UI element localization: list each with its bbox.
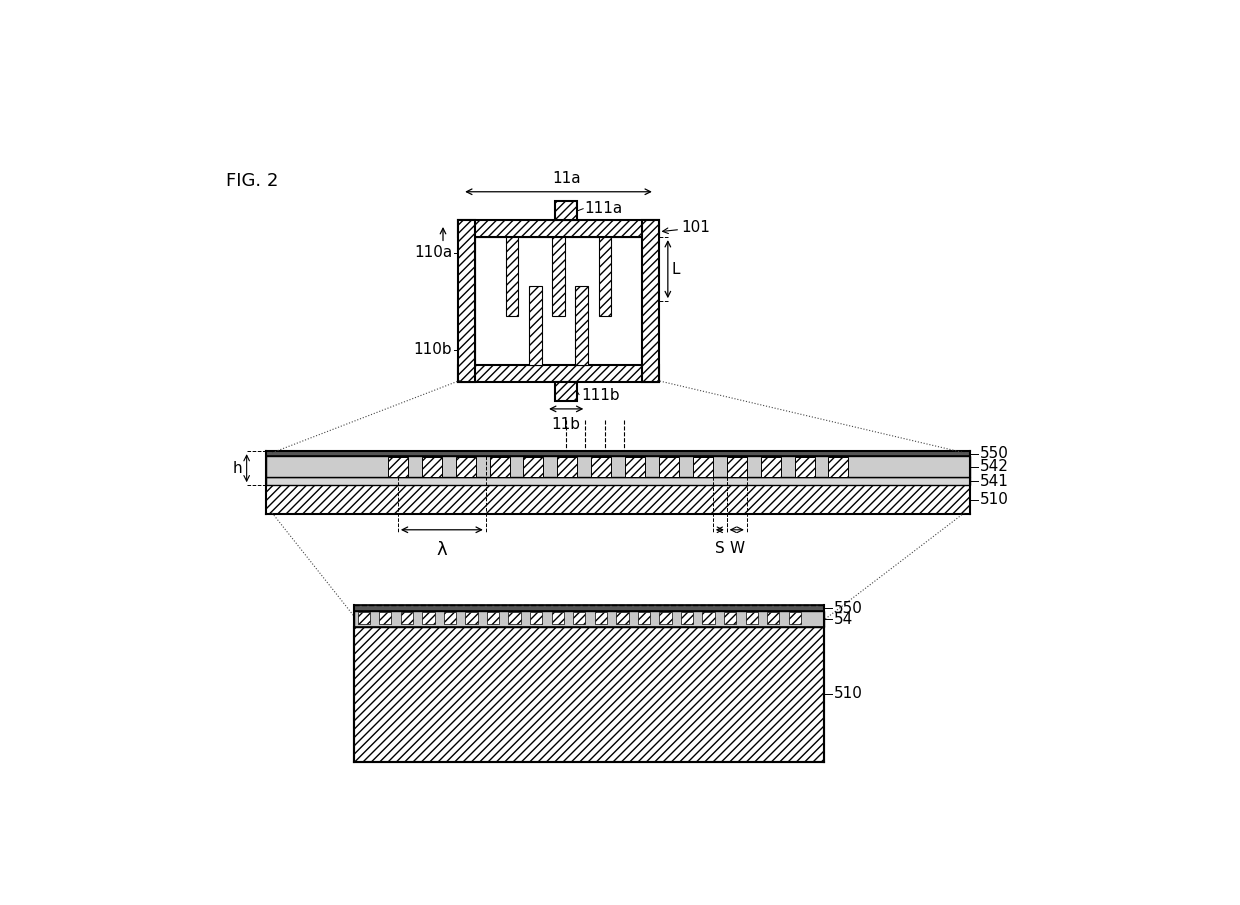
Bar <box>591 457 611 477</box>
Bar <box>595 612 608 624</box>
Bar <box>357 612 370 624</box>
Bar <box>556 382 577 401</box>
Bar <box>265 456 971 478</box>
Bar <box>795 457 815 477</box>
Bar <box>768 612 780 624</box>
Bar <box>379 612 392 624</box>
Bar <box>616 612 629 624</box>
Bar <box>552 237 564 317</box>
Bar <box>508 612 521 624</box>
Text: 11b: 11b <box>552 416 580 432</box>
Bar <box>422 457 441 477</box>
Bar <box>422 612 434 624</box>
Bar <box>745 612 758 624</box>
Bar <box>265 452 971 456</box>
Text: 111b: 111b <box>580 387 620 403</box>
Bar <box>789 612 801 624</box>
Bar <box>703 612 714 624</box>
Bar <box>658 457 680 477</box>
Text: S: S <box>715 540 724 556</box>
Bar <box>641 220 658 382</box>
Text: W: W <box>729 540 744 556</box>
Text: 510: 510 <box>980 492 1008 508</box>
Bar <box>456 457 476 477</box>
Bar <box>475 237 641 365</box>
Bar <box>529 286 542 365</box>
Bar <box>575 286 588 365</box>
Bar <box>265 485 971 514</box>
Text: 101: 101 <box>682 221 711 235</box>
Bar <box>490 457 510 477</box>
Text: λ: λ <box>436 540 448 558</box>
Bar <box>523 457 543 477</box>
Text: 550: 550 <box>833 601 862 615</box>
Bar <box>355 605 825 612</box>
Bar <box>529 612 542 624</box>
Bar <box>506 237 518 317</box>
Bar <box>693 457 713 477</box>
Bar <box>660 612 672 624</box>
Bar <box>388 457 408 477</box>
Text: 550: 550 <box>980 446 1008 461</box>
Bar <box>727 457 746 477</box>
Text: h: h <box>232 461 242 476</box>
Bar <box>355 612 825 627</box>
Bar <box>724 612 737 624</box>
Bar <box>465 612 477 624</box>
Bar <box>828 457 848 477</box>
Bar <box>459 220 475 382</box>
Text: 111a: 111a <box>585 201 622 216</box>
Text: 510: 510 <box>833 686 862 701</box>
Bar <box>355 627 825 762</box>
Text: 11a: 11a <box>552 171 580 186</box>
Bar <box>573 612 585 624</box>
Bar <box>557 457 578 477</box>
Bar <box>401 612 413 624</box>
Bar <box>637 612 650 624</box>
Text: L: L <box>672 262 681 277</box>
Bar <box>599 237 611 317</box>
Text: FIG. 2: FIG. 2 <box>226 172 278 190</box>
Bar <box>444 612 456 624</box>
Text: 110a: 110a <box>414 245 453 260</box>
Text: 110b: 110b <box>414 342 453 357</box>
Bar <box>459 220 658 237</box>
Text: 54: 54 <box>833 612 853 626</box>
Bar <box>625 457 645 477</box>
Bar <box>556 201 577 220</box>
Bar <box>681 612 693 624</box>
Bar <box>552 612 564 624</box>
Text: 542: 542 <box>980 459 1008 474</box>
Bar <box>265 478 971 485</box>
Bar <box>459 365 658 382</box>
Bar <box>487 612 500 624</box>
Text: 541: 541 <box>980 474 1008 489</box>
Bar <box>760 457 781 477</box>
